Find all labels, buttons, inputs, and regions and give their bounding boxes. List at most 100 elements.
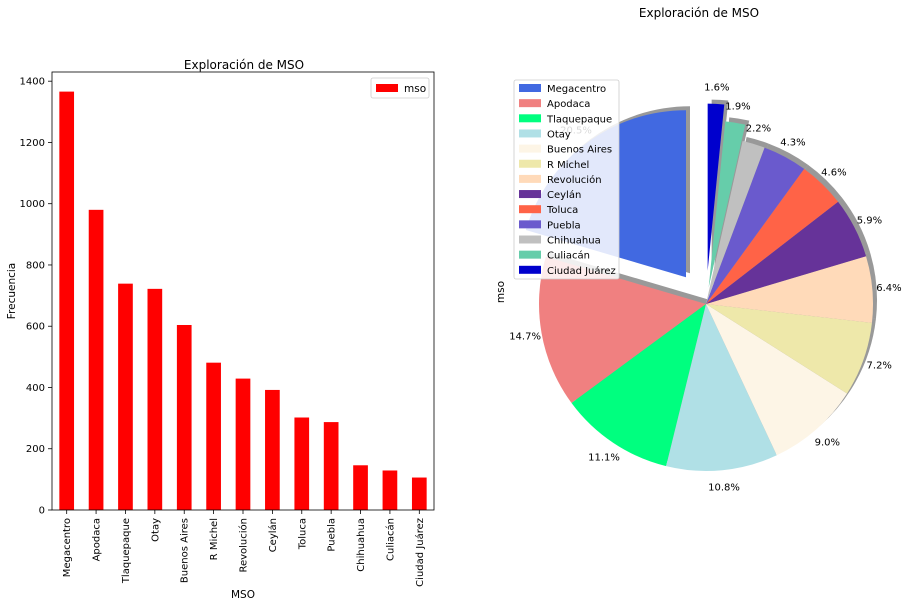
pie-percent-label: 4.3%	[780, 138, 805, 149]
pie-slice	[706, 201, 867, 304]
pie-percent-label: 9.0%	[815, 437, 840, 448]
pie-legend-swatch	[519, 250, 541, 259]
pie-percent-label: 5.9%	[857, 216, 882, 227]
pie-legend-swatch	[519, 159, 541, 168]
bar-y-tick-label: 400	[26, 383, 45, 394]
bar-y-tick-label: 1000	[20, 199, 45, 210]
pie-percent-label: 6.4%	[876, 283, 901, 294]
bar-y-tick-label: 200	[26, 444, 45, 455]
bar-y-tick-label: 1200	[20, 138, 45, 149]
bar-x-tick-label: Otay	[150, 518, 161, 542]
pie-legend-label: Toluca	[546, 205, 578, 216]
pie-percent-label: 2.2%	[746, 123, 771, 134]
pie-slice	[706, 304, 872, 394]
pie-legend-label: Revolución	[547, 174, 602, 186]
bar-x-tick-label: Chihuahua	[356, 518, 367, 572]
pie-legend-label: Puebla	[547, 220, 581, 231]
pie-legend-label: Tlaquepaque	[546, 114, 612, 125]
bar-y-axis: 0 200 400 600 800 1000 1200 1400	[20, 77, 52, 517]
bar-x-tick-label: Tlaquepaque	[121, 518, 132, 584]
bar	[411, 477, 427, 510]
bar-y-tick-label: 1400	[20, 77, 45, 88]
pie-legend-label: Culiacán	[547, 250, 590, 262]
bar-x-tick-label: Puebla	[327, 518, 338, 552]
bar	[147, 288, 163, 510]
pie-slice	[706, 256, 874, 323]
bar-x-tick-label: Revolución	[238, 518, 250, 573]
pie-slice	[706, 147, 805, 304]
pie-slice	[666, 304, 777, 471]
bar-x-tick-label: Culiacán	[384, 518, 396, 561]
pie-percent-label: 14.7%	[509, 331, 541, 342]
bar-x-tick-label: Apodaca	[92, 518, 103, 561]
pie-legend-label: Otay	[547, 129, 571, 140]
bar-series-mso	[59, 91, 427, 511]
pie-legend-label: Apodaca	[547, 99, 590, 110]
bar-chart-title: Exploración de MSO	[184, 58, 304, 72]
bar-y-axis-label: Frecuencia	[6, 263, 18, 320]
bar-legend: mso	[370, 77, 430, 99]
pie-legend: Megacentro Apodaca Tlaquepaque Otay Buenos A…	[513, 79, 620, 280]
bar	[206, 362, 221, 510]
pie-legend-swatch	[519, 235, 541, 244]
bar-y-tick-label: 600	[26, 322, 45, 333]
bar	[176, 324, 192, 510]
bar	[118, 283, 133, 510]
bar-y-tick-label: 0	[39, 506, 45, 517]
bar-legend-label: mso	[404, 83, 426, 95]
pie-legend-label: Ciudad Juárez	[547, 265, 616, 277]
pie-legend-swatch	[519, 129, 541, 138]
pie-legend-swatch	[519, 265, 541, 274]
bar	[294, 417, 310, 510]
bar	[235, 378, 251, 510]
bar-legend-swatch	[376, 84, 398, 92]
pie-legend-label: Megacentro	[547, 84, 606, 95]
bar-x-axis-label: MSO	[231, 589, 255, 601]
pie-percent-label: 1.6%	[704, 83, 729, 94]
bar	[88, 209, 104, 511]
pie-legend-swatch	[519, 205, 541, 214]
pie-slice	[706, 168, 839, 304]
pie-legend-swatch	[519, 114, 541, 123]
bar-x-tick-label: Toluca	[297, 518, 308, 550]
pie-legend-swatch	[519, 190, 541, 199]
pie-slice	[706, 141, 765, 304]
pie-legend-label: R Michel	[547, 160, 589, 171]
pie-percent-label: 1.9%	[725, 102, 750, 113]
bar-x-tick-label: Ciudad Juárez	[414, 518, 426, 587]
pie-legend-swatch	[519, 99, 541, 108]
bar	[59, 91, 75, 511]
bar	[382, 470, 398, 510]
bar-x-tick-label: Megacentro	[62, 518, 73, 577]
pie-legend-label: Buenos Aires	[547, 145, 612, 156]
bar	[265, 389, 280, 510]
pie-slice	[707, 103, 725, 271]
bar	[323, 422, 339, 510]
pie-legend-swatch	[519, 84, 541, 92]
pie-chart: Exploración de MSO 20.5%14.7%11.1%10.8%9…	[495, 6, 902, 493]
pie-percent-label: 10.8%	[708, 482, 740, 493]
bar	[353, 465, 368, 510]
pie-slice	[708, 121, 746, 288]
pie-legend-swatch	[519, 174, 541, 183]
pie-legend-swatch	[519, 220, 541, 229]
pie-percent-label: 11.1%	[588, 452, 620, 463]
bar-chart: Exploración de MSO 0 200 400 600 800 1000 1200…	[6, 58, 435, 601]
pie-percent-label: 7.2%	[867, 361, 892, 372]
pie-y-axis-label: mso	[495, 281, 507, 303]
bar-x-axis: Megacentro Apodaca Tlaquepaque Otay Buenos A…	[62, 510, 426, 587]
pie-legend-label: Ceylán	[547, 189, 581, 201]
pie-percent-label: 4.6%	[821, 168, 846, 179]
pie-legend-label: Chihuahua	[547, 236, 601, 247]
pie-slice	[539, 256, 706, 404]
pie-chart-title: Exploración de MSO	[639, 6, 759, 20]
bar-x-tick-label: R Michel	[209, 518, 220, 560]
bar-x-tick-label: Buenos Aires	[180, 518, 191, 583]
bar-y-tick-label: 800	[26, 260, 45, 271]
pie-slice	[571, 304, 706, 467]
bar-x-tick-label: Ceylán	[267, 518, 279, 552]
pie-slice	[706, 304, 848, 456]
pie-legend-swatch	[519, 144, 541, 153]
bar-plot-frame	[51, 71, 435, 511]
